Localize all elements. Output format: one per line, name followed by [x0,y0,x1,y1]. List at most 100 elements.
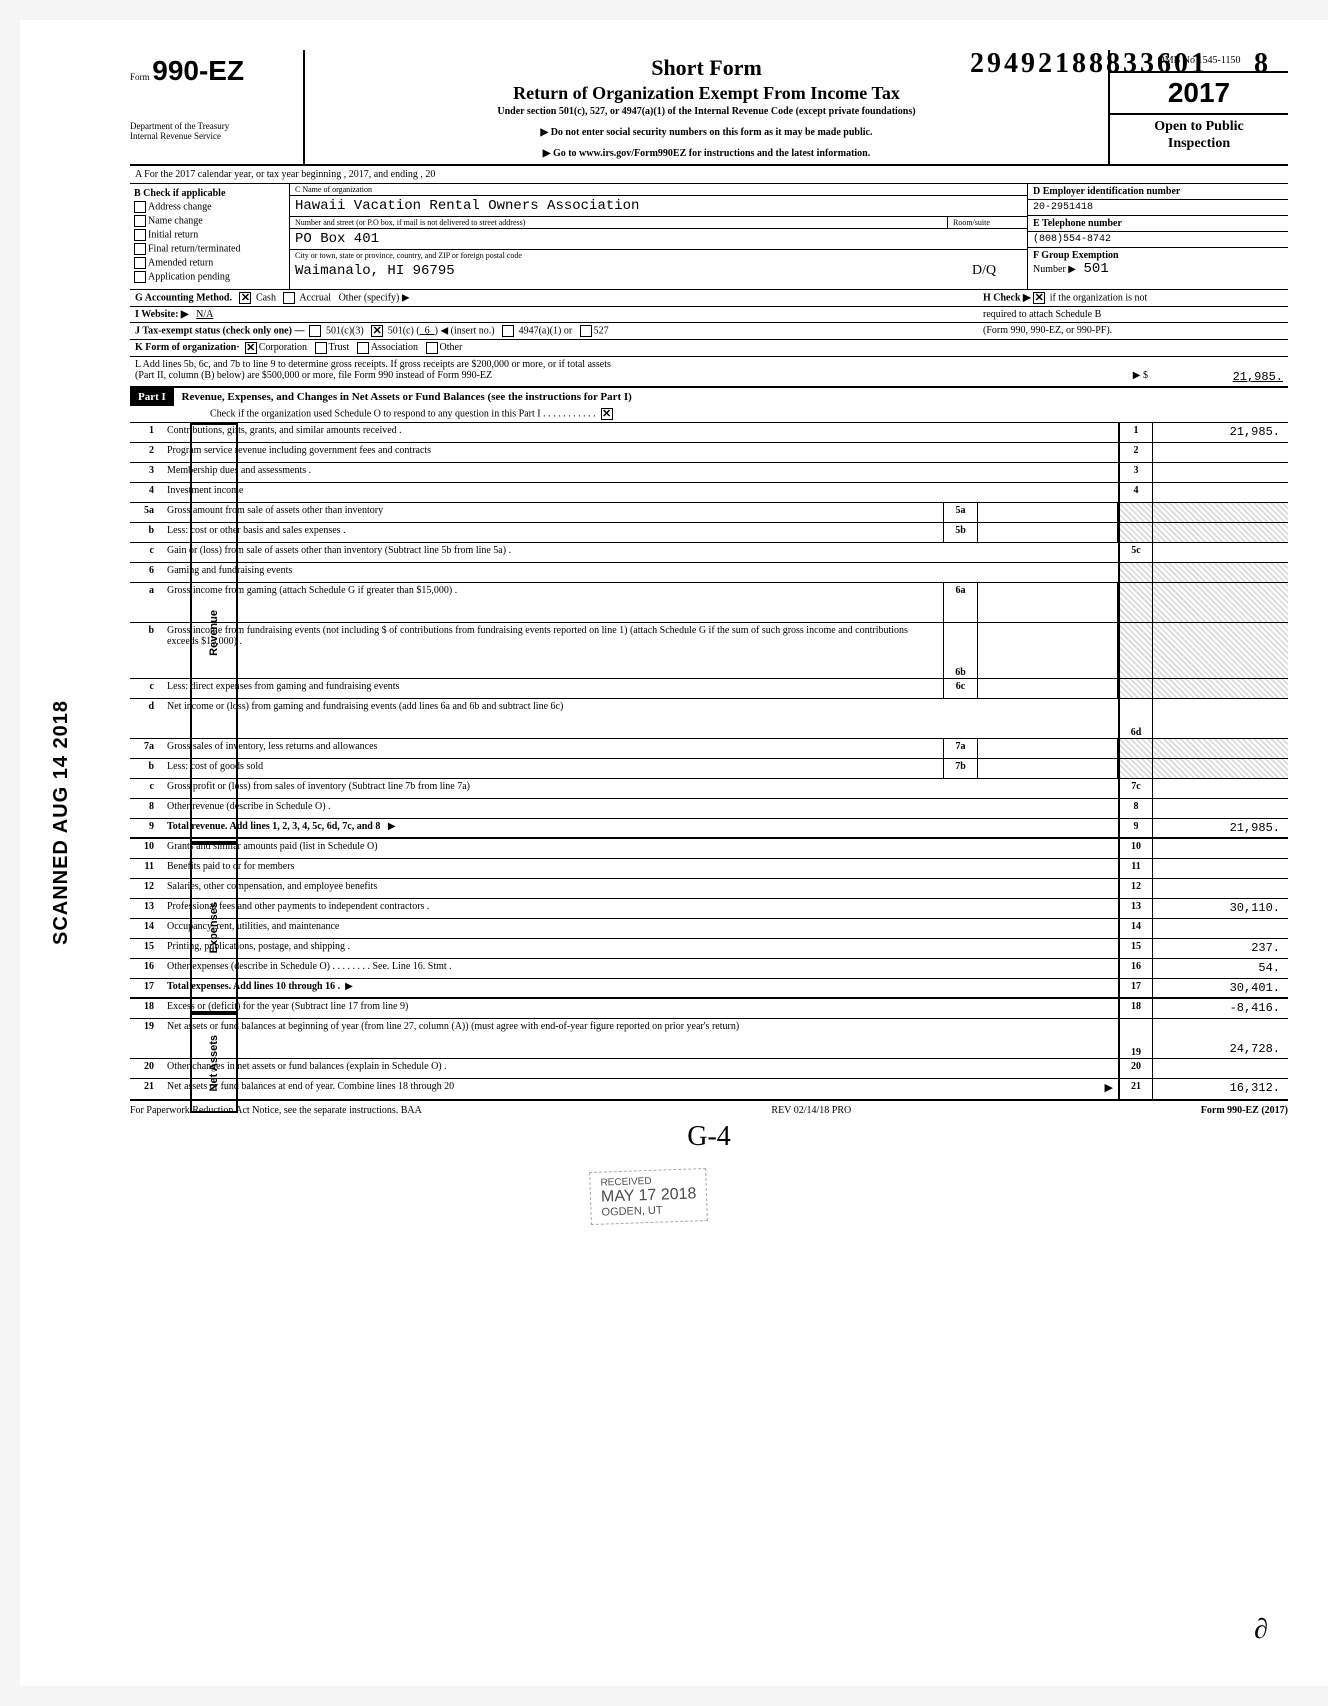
org-name: Hawaii Vacation Rental Owners Associatio… [290,196,1027,217]
line-5b-box: 5b [943,523,978,542]
line-3-text: Membership dues and assessments . [162,463,1118,482]
footer-paperwork: For Paperwork Reduction Act Notice, see … [130,1105,422,1116]
line-9-value: 21,985. [1153,819,1288,837]
label-street: Number and street (or P.O box, if mail i… [290,217,947,229]
line-6b-box: 6b [943,623,978,678]
chk-cash[interactable] [239,292,251,304]
line-6a-text: Gross income from gaming (attach Schedul… [162,583,943,622]
line-18-text: Excess or (deficit) for the year (Subtra… [162,999,1118,1018]
lbl-accrual: Accrual [299,292,331,303]
line-6b-text: Gross income from fundraising events (no… [162,623,943,678]
chk-527[interactable] [580,325,592,337]
under-section: Under section 501(c), 527, or 4947(a)(1)… [315,106,1098,117]
line-l-1: L Add lines 5b, 6c, and 7b to line 9 to … [135,359,1283,370]
line-l-arrow: ▶ $ [1133,370,1148,384]
lbl-other-org: Other [440,342,463,354]
chk-501c3[interactable] [309,325,321,337]
chk-amended-return[interactable] [134,257,146,269]
website-value: N/A [196,309,213,320]
stamp-place: OGDEN, UT [601,1203,697,1218]
label-h: H Check ▶ [983,292,1031,303]
line-7b-box: 7b [943,759,978,778]
chk-final-return[interactable] [134,243,146,255]
label-number: Number ▶ [1033,264,1076,275]
line-19-value: 24,728. [1153,1019,1288,1058]
lbl-other-specify: Other (specify) ▶ [339,292,410,303]
handwriting-g4: G-4 [130,1121,1288,1153]
line-3-value [1153,463,1288,482]
501c-number: 6 [425,325,430,336]
website-note: ▶ Go to www.irs.gov/Form990EZ for instru… [315,148,1098,159]
schedule-o-note: Check if the organization used Schedule … [210,408,596,419]
form-prefix: Form [130,72,150,82]
line-14-value [1153,919,1288,938]
line-17-value: 30,401. [1153,979,1288,997]
chk-h[interactable] [1033,292,1045,304]
form-number: 990-EZ [152,55,244,86]
side-netassets: Net Assets [208,1035,220,1091]
footer-form: Form 990-EZ (2017) [1201,1105,1288,1116]
label-phone: E Telephone number [1028,216,1288,232]
line-16-text: Other expenses (describe in Schedule O) … [162,959,1118,978]
group-exemption-value: 501 [1078,259,1113,279]
chk-trust[interactable] [315,342,327,354]
lbl-address-change: Address change [148,201,212,212]
lbl-501c3: 501(c)(3) [326,325,364,336]
chk-name-change[interactable] [134,215,146,227]
lines-container: 1Contributions, gifts, grants, and simil… [130,423,1288,1099]
label-g: G Accounting Method. [135,292,232,303]
h-text-1: if the organization is not [1050,292,1148,303]
line-12-value [1153,879,1288,898]
label-i: I Website: ▶ [135,309,189,320]
phone-value: (808)554-8742 [1028,232,1288,248]
label-org-name: C Name of organization [290,184,1027,196]
label-city: City or town, state or province, country… [290,250,1027,261]
line-6d-text: Net income or (loss) from gaming and fun… [162,699,1118,738]
chk-initial-return[interactable] [134,229,146,241]
chk-address-change[interactable] [134,201,146,213]
chk-application-pending[interactable] [134,271,146,283]
city-state-zip: Waimanalo, HI 96795 [290,261,967,281]
scanned-stamp: SCANNED AUG 14 2018 [50,700,73,945]
line-16-value: 54. [1153,959,1288,978]
lbl-amended-return: Amended return [148,257,213,268]
line-8-text: Other revenue (describe in Schedule O) . [162,799,1118,818]
handwriting-d: ∂ [1254,1614,1268,1646]
line-4-text: Investment income [162,483,1118,502]
label-k: K Form of organization· [135,342,240,354]
line-5a-box: 5a [943,503,978,522]
chk-501c[interactable] [371,325,383,337]
chk-accrual[interactable] [283,292,295,304]
line-7a-box: 7a [943,739,978,758]
document-number: 29492188833601 [970,48,1208,80]
line-21-value: 16,312. [1153,1079,1288,1099]
line-10-text: Grants and similar amounts paid (list in… [162,839,1118,858]
line-5b-text: Less: cost or other basis and sales expe… [162,523,943,542]
line-6c-text: Less: direct expenses from gaming and fu… [162,679,943,698]
line-6d-value [1153,699,1288,738]
label-ein: D Employer identification number [1028,184,1288,200]
line-12-text: Salaries, other compensation, and employ… [162,879,1118,898]
section-b-header: B Check if applicable [134,188,285,199]
line-5a-text: Gross amount from sale of assets other t… [162,503,943,522]
line-8-value [1153,799,1288,818]
chk-other-org[interactable] [426,342,438,354]
side-revenue: Revenue [208,610,220,656]
part-1-title: Revenue, Expenses, and Changes in Net As… [177,388,637,406]
chk-association[interactable] [357,342,369,354]
line-6c-box: 6c [943,679,978,698]
chk-4947a1[interactable] [502,325,514,337]
lbl-cash: Cash [256,292,276,303]
line-10-value [1153,839,1288,858]
lbl-association: Association [371,342,418,354]
section-c: C Name of organization Hawaii Vacation R… [290,184,1028,289]
form-subtitle: Return of Organization Exempt From Incom… [315,83,1098,104]
chk-corporation[interactable] [245,342,257,354]
footer-rev: REV 02/14/18 PRO [771,1105,851,1116]
stamp-date: MAY 17 2018 [601,1185,697,1206]
chk-schedule-o[interactable] [601,408,613,420]
h-text-2: required to attach Schedule B [983,309,1283,320]
section-d-e-f: D Employer identification number 20-2951… [1028,184,1288,289]
side-expenses: Expenses [208,902,220,953]
row-a-tax-year: A For the 2017 calendar year, or tax yea… [130,166,1288,184]
